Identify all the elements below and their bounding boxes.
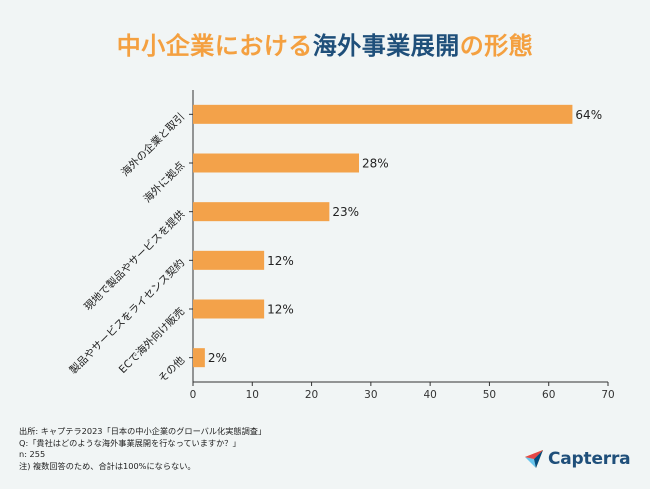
- footnote: 出所: キャプテラ2023「日本の中小企業のグローバル化実態調査」 Q:「貴社は…: [19, 426, 266, 472]
- footnote-source: 出所: キャプテラ2023「日本の中小企業のグローバル化実態調査」: [19, 426, 267, 436]
- x-tick-label: 0: [190, 389, 197, 401]
- value-label: 64%: [575, 108, 602, 122]
- chart-title: 中小企業における海外事業展開の形態: [0, 26, 650, 61]
- title-part-2: 海外事業展開: [312, 32, 460, 60]
- bar: [193, 153, 359, 173]
- capterra-logo: Capterra: [524, 447, 631, 471]
- title-part-1: 中小企業における: [116, 32, 313, 60]
- bar: [193, 348, 205, 368]
- bar: [193, 250, 265, 270]
- x-tick-label: 20: [305, 389, 318, 401]
- value-label: 12%: [267, 303, 294, 317]
- logo-text: Capterra: [548, 449, 631, 469]
- x-tick-label: 50: [483, 389, 496, 401]
- value-label: 23%: [332, 205, 359, 219]
- x-tick-label: 30: [364, 389, 377, 401]
- capterra-arrow-icon: [525, 450, 543, 468]
- x-tick-label: 10: [246, 389, 259, 401]
- bar: [193, 202, 330, 222]
- footnote-question: Q:「貴社はどのような海外事業展開を行なっていますか？」: [19, 437, 241, 448]
- x-tick-label: 40: [423, 389, 436, 401]
- category-label: 現地で製品やサービスを提供: [81, 207, 187, 313]
- value-label: 2%: [208, 351, 227, 365]
- x-tick-label: 70: [601, 389, 614, 401]
- bar: [193, 104, 573, 124]
- category-label: 海外に拠点: [141, 159, 187, 205]
- footnote-note: 注) 複数回答のため、合計は100%にならない。: [19, 460, 196, 471]
- x-tick-label: 60: [542, 389, 555, 401]
- bar: [193, 299, 265, 319]
- category-label: その他: [156, 353, 188, 385]
- value-label: 12%: [267, 254, 294, 268]
- footnote-n: n: 255: [19, 449, 46, 459]
- value-label: 28%: [362, 157, 389, 171]
- title-part-3: の形態: [459, 32, 534, 60]
